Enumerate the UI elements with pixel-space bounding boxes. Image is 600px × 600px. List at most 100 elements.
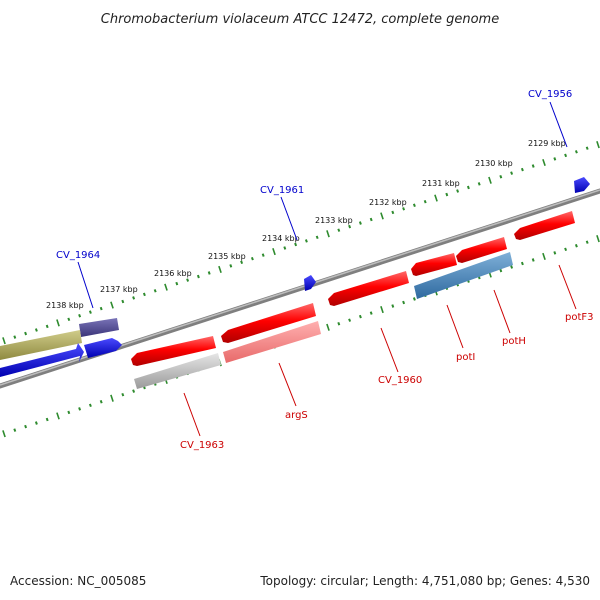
- minor-tick: [585, 240, 589, 244]
- minor-tick: [186, 278, 190, 282]
- minor-tick: [499, 268, 503, 273]
- gene-label-poti[interactable]: potI: [456, 352, 475, 363]
- kbp-label: 2138 kbp: [46, 301, 84, 310]
- minor-tick: [45, 324, 49, 329]
- minor-tick: [391, 304, 395, 308]
- gene-blue-large-arrow[interactable]: [0, 343, 84, 377]
- topology-summary-text: Topology: circular; Length: 4,751,080 bp…: [260, 574, 590, 588]
- minor-tick: [369, 217, 373, 222]
- minor-tick: [574, 150, 578, 154]
- kbp-label: 2136 kbp: [154, 269, 192, 278]
- leader-line: [183, 392, 201, 437]
- gene-blue-small-arrow[interactable]: [84, 338, 122, 358]
- major-tick: [110, 394, 114, 402]
- major-tick: [380, 212, 384, 220]
- major-tick: [542, 158, 546, 167]
- gene-args-red-arrow[interactable]: [221, 303, 316, 343]
- minor-tick: [585, 146, 589, 150]
- gene-args-pink-bar[interactable]: [223, 321, 321, 363]
- gene-label-cv1956[interactable]: CV_1956: [528, 89, 572, 100]
- minor-tick: [240, 260, 244, 265]
- minor-tick: [24, 424, 28, 429]
- gene-poti-steel-bar[interactable]: [414, 252, 513, 299]
- major-tick: [272, 248, 276, 256]
- minor-tick: [88, 403, 92, 408]
- minor-tick: [348, 224, 352, 229]
- gene-cv1960-red-arrow[interactable]: [328, 271, 409, 306]
- gene-poti-red-arrow[interactable]: [411, 253, 457, 276]
- minor-tick: [196, 274, 200, 279]
- gene-label-cv1964[interactable]: CV_1964: [56, 250, 100, 261]
- minor-tick: [510, 265, 514, 269]
- gene-cv1963-red-arrow[interactable]: [131, 336, 216, 366]
- minor-tick: [294, 242, 298, 247]
- leader-line: [493, 289, 511, 334]
- gene-label-cv1960[interactable]: CV_1960: [378, 375, 422, 386]
- major-tick: [434, 194, 438, 202]
- major-tick: [596, 235, 600, 243]
- minor-tick: [423, 199, 427, 204]
- minor-tick: [304, 239, 308, 243]
- gene-cv1961-arrow[interactable]: [304, 275, 316, 291]
- major-tick: [2, 430, 6, 438]
- major-tick: [326, 230, 330, 238]
- minor-tick: [564, 247, 568, 252]
- minor-tick: [121, 392, 125, 397]
- major-tick: [326, 323, 330, 331]
- reverse-gene-labels: potF3 potH potI CV_1960 argS CV_1963: [180, 264, 594, 451]
- minor-tick: [348, 318, 352, 322]
- minor-tick: [78, 407, 82, 411]
- gene-poth-red-arrow[interactable]: [456, 237, 507, 263]
- major-tick: [56, 412, 60, 420]
- gene-label-args[interactable]: argS: [285, 410, 308, 421]
- forward-gene-labels: CV_1956 CV_1961 CV_1964: [56, 89, 572, 309]
- kbp-label: 2134 kbp: [262, 234, 300, 243]
- gene-cv1956-arrow[interactable]: [574, 177, 590, 193]
- kbp-label: 2129 kbp: [528, 139, 566, 148]
- minor-tick: [207, 271, 211, 275]
- major-tick: [218, 265, 222, 273]
- minor-tick: [45, 417, 49, 422]
- kbp-label: 2135 kbp: [208, 252, 246, 261]
- kbp-label: 2130 kbp: [475, 159, 513, 168]
- leader-line: [380, 327, 399, 373]
- minor-tick: [402, 300, 406, 305]
- minor-tick: [13, 335, 17, 339]
- gene-cv1964-body[interactable]: [79, 318, 119, 337]
- forward-tick-track: [2, 141, 600, 345]
- gene-label-cv1961[interactable]: CV_1961: [260, 185, 304, 196]
- minor-tick: [520, 261, 524, 266]
- gene-label-poth[interactable]: potH: [502, 336, 526, 347]
- gene-label-cv1963[interactable]: CV_1963: [180, 440, 224, 451]
- minor-tick: [456, 189, 460, 193]
- kbp-label: 2131 kbp: [422, 179, 460, 188]
- map-title: Chromobacterium violaceum ATCC 12472, co…: [101, 12, 499, 27]
- minor-tick: [445, 192, 449, 197]
- minor-tick: [283, 246, 287, 250]
- minor-tick: [78, 313, 82, 318]
- leader-line: [558, 264, 577, 310]
- gene-cv1963-gray-bar[interactable]: [134, 353, 221, 389]
- gene-potf3-red-arrow[interactable]: [514, 211, 575, 240]
- minor-tick: [553, 251, 557, 255]
- minor-tick: [132, 389, 136, 393]
- reverse-genes: [131, 211, 575, 389]
- leader-line: [446, 304, 464, 349]
- gene-olive-body[interactable]: [0, 330, 82, 360]
- minor-tick: [315, 235, 319, 240]
- major-tick: [380, 306, 384, 314]
- minor-tick: [412, 297, 416, 301]
- minor-tick: [175, 281, 179, 286]
- forward-genes: [0, 177, 590, 377]
- minor-tick: [99, 306, 103, 311]
- minor-tick: [34, 328, 38, 332]
- gene-label-potf3[interactable]: potF3: [565, 312, 594, 323]
- minor-tick: [337, 321, 341, 326]
- minor-tick: [132, 296, 136, 300]
- minor-tick: [412, 203, 416, 208]
- minor-tick: [121, 299, 125, 304]
- minor-tick: [358, 314, 362, 319]
- minor-tick: [477, 182, 481, 186]
- major-tick: [56, 319, 60, 327]
